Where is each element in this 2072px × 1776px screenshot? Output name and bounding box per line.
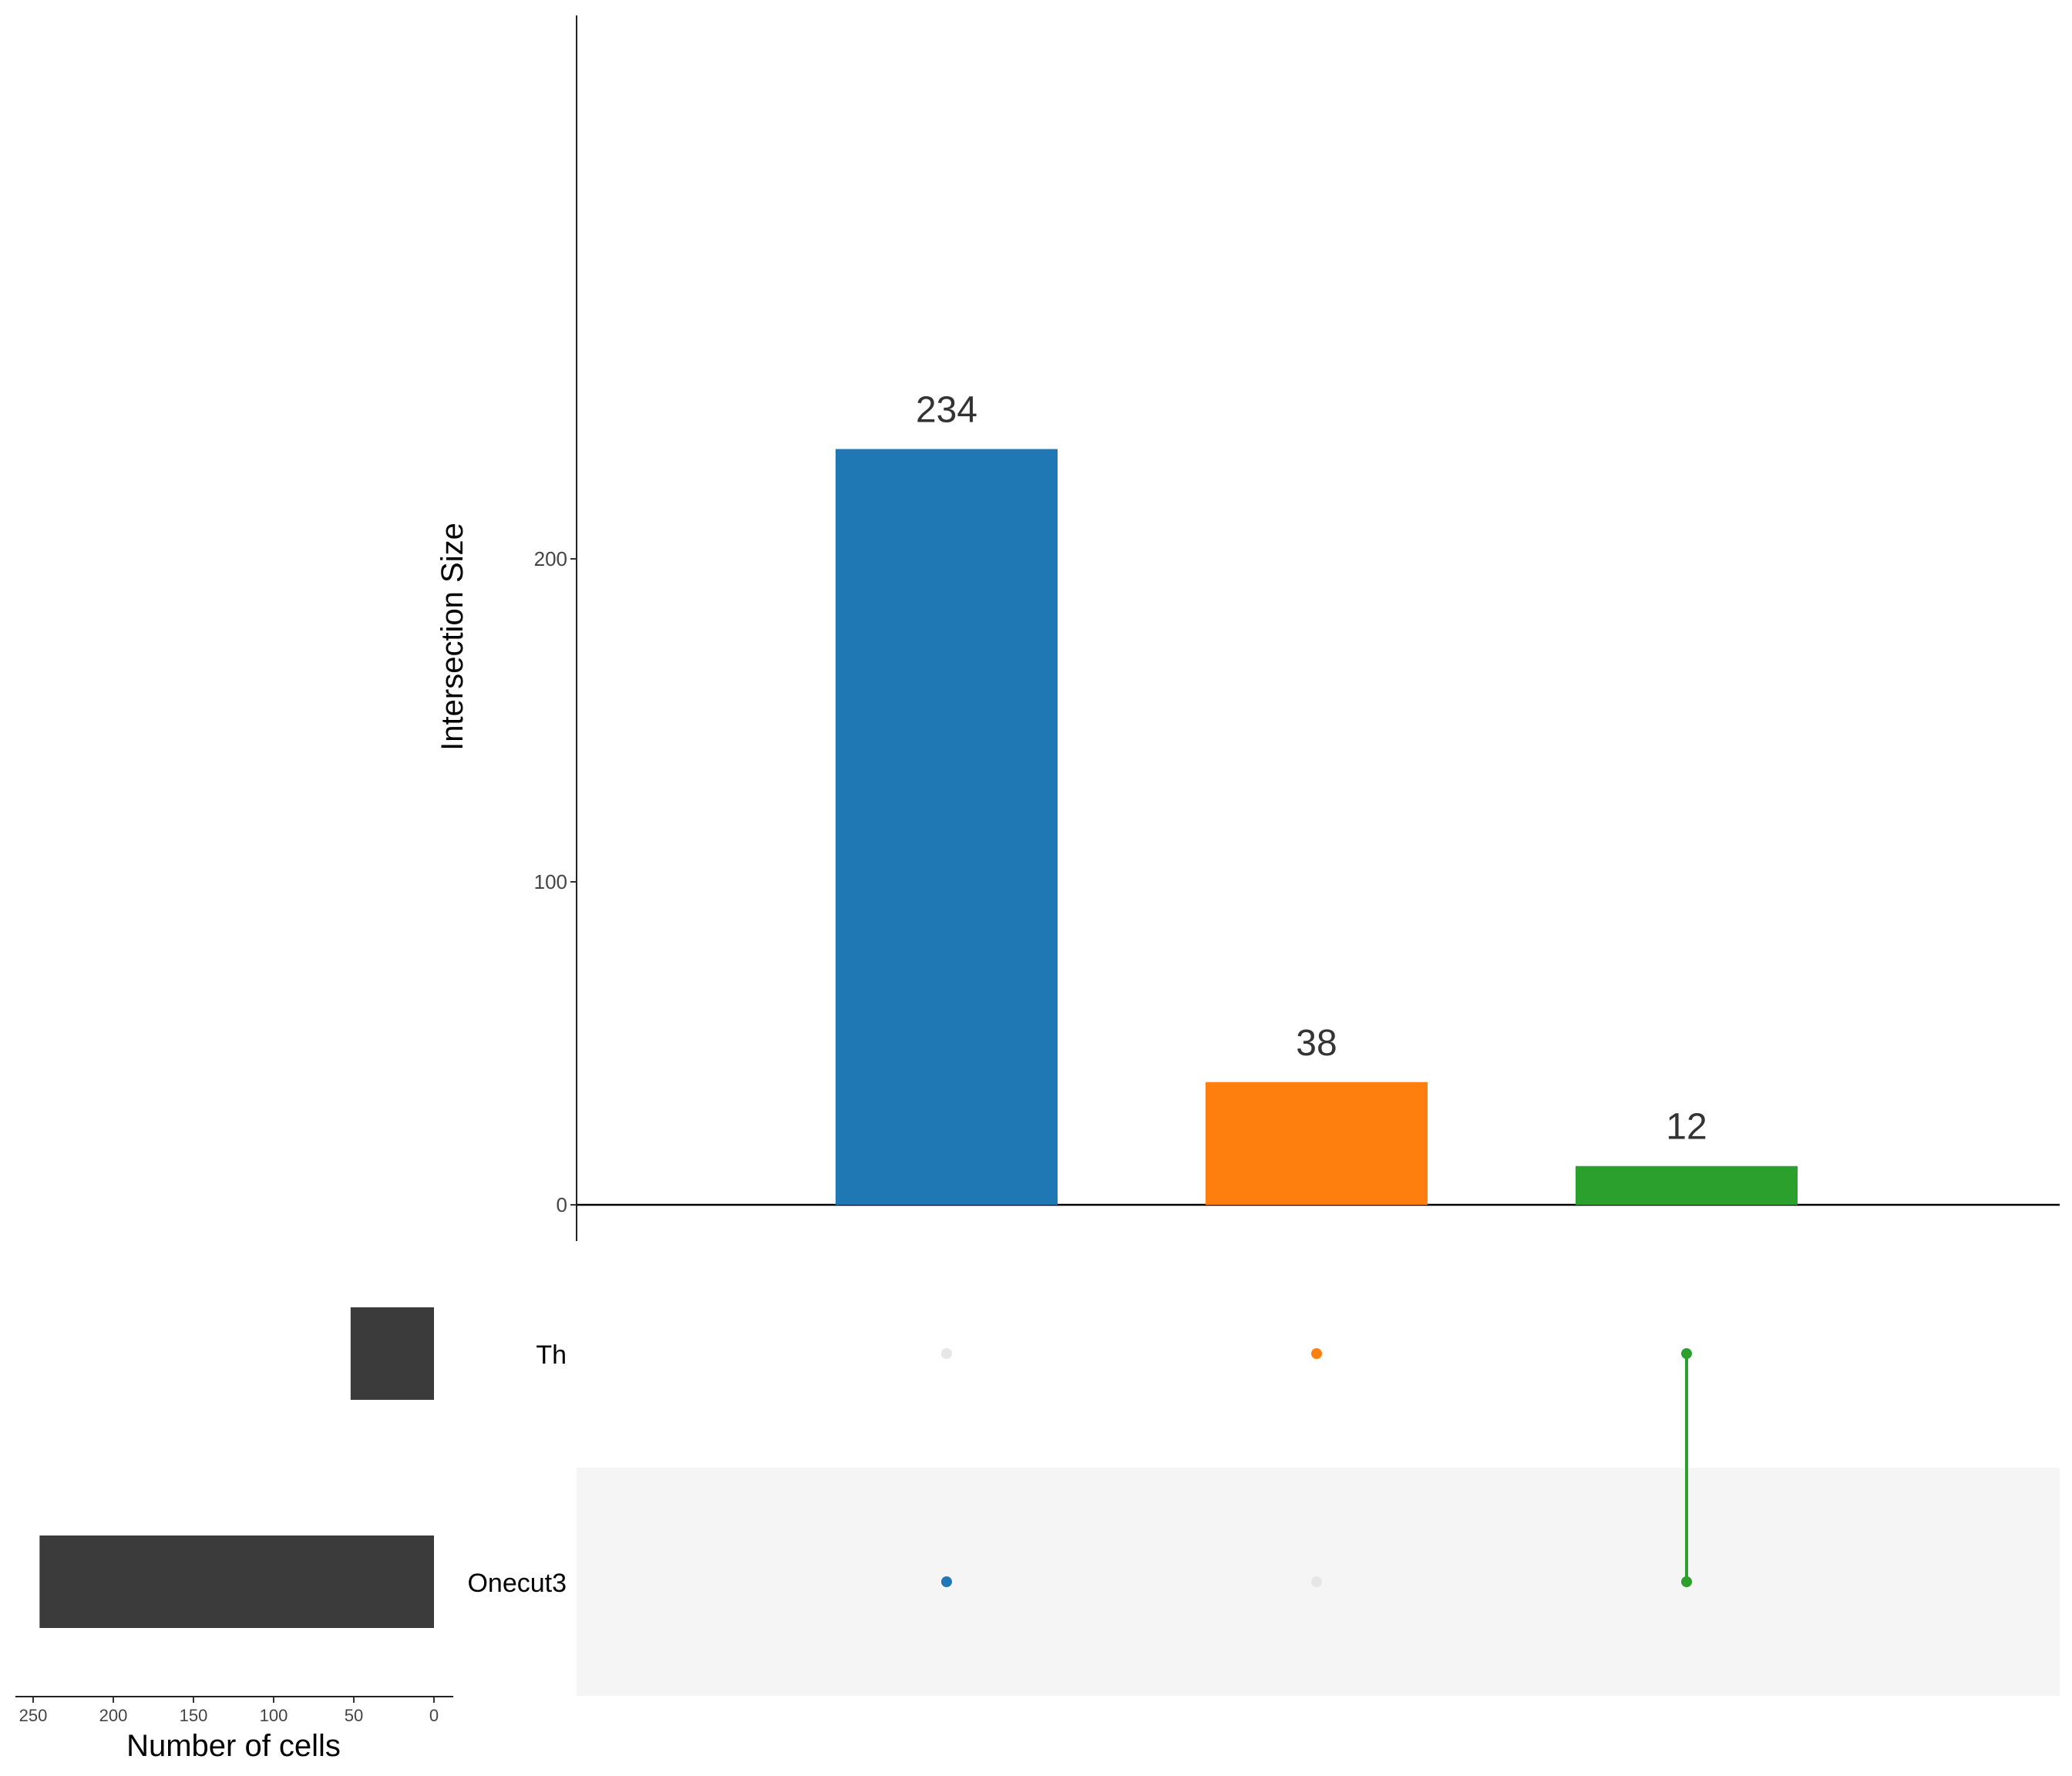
intersection-bar-labels: 234 38 12 — [916, 390, 1707, 1148]
set-size-axis: 250 200 150 100 50 0 — [15, 1696, 453, 1725]
set-axis-tick-label: 150 — [180, 1706, 208, 1725]
matrix-dot-active — [1681, 1576, 1692, 1587]
y-tick-label: 200 — [534, 547, 567, 570]
set-label: Th — [536, 1340, 567, 1370]
matrix-dot-active — [1311, 1348, 1322, 1359]
intersection-bar — [836, 449, 1058, 1205]
y-axis-title: Intersection Size — [436, 523, 469, 751]
y-tick-label: 100 — [534, 870, 567, 893]
set-axis-tick-label: 200 — [99, 1706, 128, 1725]
intersection-bar-label: 38 — [1296, 1023, 1337, 1064]
y-tick-label: 0 — [557, 1193, 567, 1216]
set-size-bars — [39, 1307, 434, 1628]
set-size-axis-title: Number of cells — [126, 1729, 341, 1763]
intersection-bar — [1576, 1166, 1798, 1205]
intersection-bar-label: 12 — [1666, 1107, 1707, 1148]
set-labels: Th Onecut3 — [467, 1340, 567, 1598]
intersection-bar-label: 234 — [916, 390, 977, 431]
matrix-dot-active — [941, 1576, 952, 1587]
set-axis-tick-label: 0 — [429, 1706, 439, 1725]
set-axis-tick-label: 50 — [345, 1706, 363, 1725]
matrix-dot-inactive — [1311, 1576, 1322, 1587]
set-size-bar — [350, 1307, 434, 1400]
set-size-bar — [39, 1536, 434, 1628]
matrix-dot-active — [1681, 1348, 1692, 1359]
matrix-dot-inactive — [941, 1348, 952, 1359]
set-axis-tick-label: 100 — [260, 1706, 288, 1725]
intersection-matrix — [941, 1348, 1692, 1587]
intersection-bar — [1206, 1081, 1428, 1205]
set-label: Onecut3 — [467, 1569, 567, 1598]
set-axis-tick-label: 250 — [19, 1706, 48, 1725]
intersection-bars — [836, 449, 1798, 1205]
